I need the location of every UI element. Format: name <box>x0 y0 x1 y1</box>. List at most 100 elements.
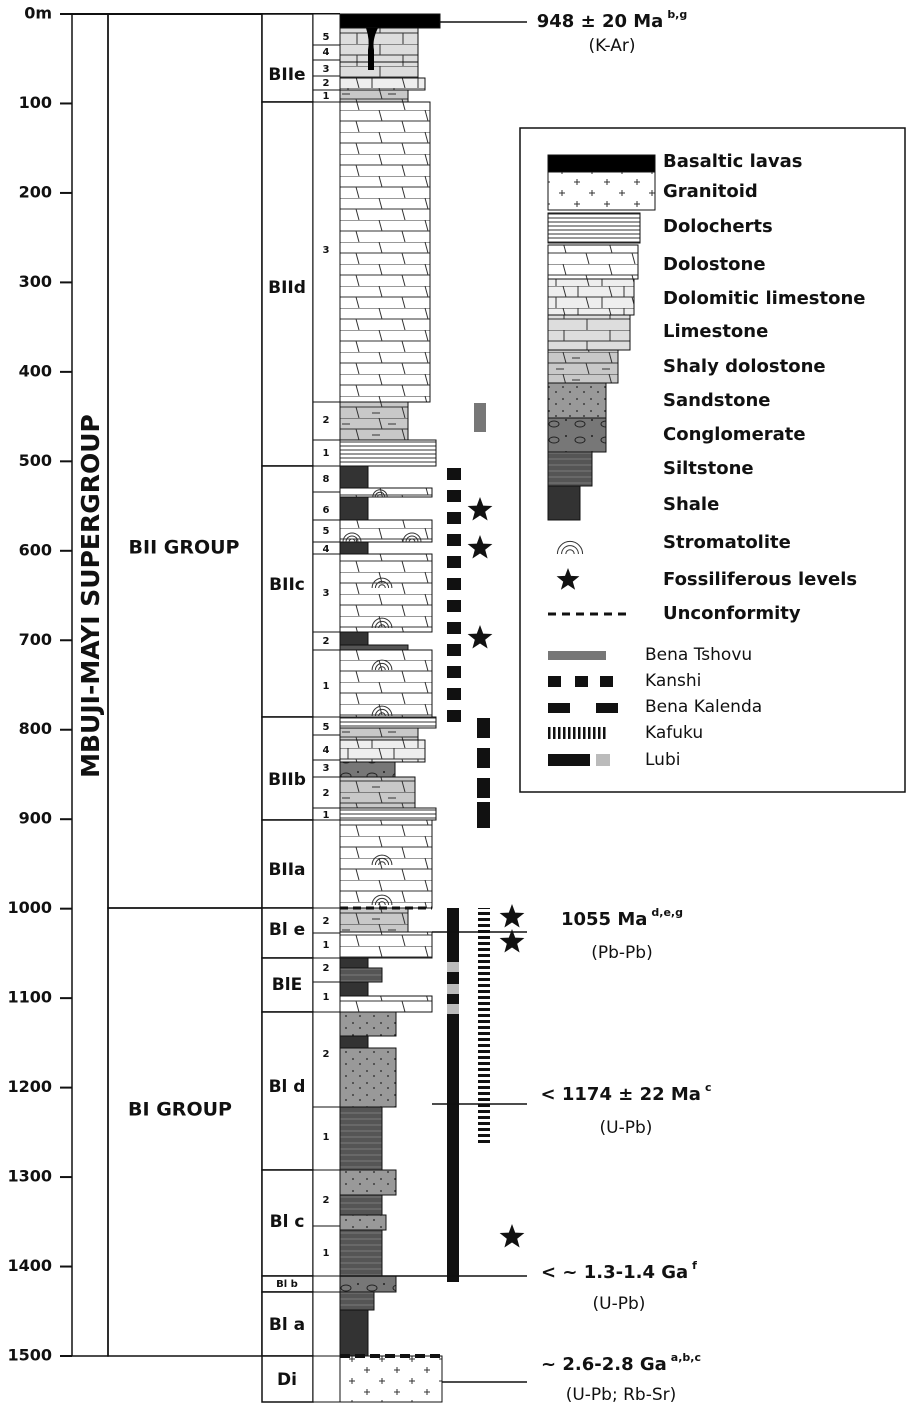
kanshi <box>447 512 461 524</box>
legend-label: Unconformity <box>663 603 801 624</box>
bena-kalenda <box>477 748 490 768</box>
lithology-layer <box>339 807 437 821</box>
legend-label: Granitoid <box>663 181 758 202</box>
bed-number: 5 <box>323 526 330 537</box>
subgroup-label: Bl d <box>269 1077 306 1097</box>
lithology-layer <box>339 465 369 489</box>
kanshi <box>447 622 461 634</box>
age-value: 1055 Ma <box>561 909 647 930</box>
bed-column <box>312 1355 341 1403</box>
lithology-layer <box>339 1355 443 1403</box>
bed-number: 5 <box>323 722 330 733</box>
lithology-layer <box>339 957 369 969</box>
legend-swatch <box>547 171 656 211</box>
depth-label: 800 <box>19 719 52 738</box>
kanshi <box>447 688 461 700</box>
subgroup-label: Bl e <box>269 920 305 940</box>
depth-label: 1100 <box>7 988 52 1007</box>
lubi-gap <box>447 984 459 994</box>
bed-number: 3 <box>323 588 330 599</box>
age-label: < 1174 ± 22 Ma c <box>541 1081 712 1105</box>
lubi-gap <box>447 962 459 972</box>
age-method: (U-Pb; Rb-Sr) <box>566 1385 677 1405</box>
legend-swatch <box>547 451 593 487</box>
lithology-layer <box>339 995 433 1013</box>
stromatolite <box>374 620 390 629</box>
bed-number: 1 <box>323 448 330 459</box>
kanshi <box>447 666 461 678</box>
bed-number: 1 <box>323 1132 330 1143</box>
lithology-layer <box>339 727 419 741</box>
legend-label: Stromatolite <box>663 532 791 553</box>
stromatolite <box>377 494 383 498</box>
bed-number: 1 <box>323 810 330 821</box>
bed-column <box>312 1291 341 1357</box>
legend-kanshi <box>575 676 588 687</box>
group-label: BII GROUP <box>129 537 240 559</box>
stromatolite <box>556 540 584 555</box>
legend-swatch <box>547 485 581 521</box>
legend-swatch <box>547 244 639 280</box>
bed-column <box>312 1275 341 1293</box>
depth-label: 1300 <box>7 1167 52 1186</box>
subgroup-box <box>261 1291 314 1357</box>
lithology-layer <box>339 1291 375 1311</box>
bed-number: 2 <box>323 415 330 426</box>
age-value: 948 ± 20 Ma <box>537 11 664 32</box>
legend-kafuku <box>593 727 596 739</box>
age-value: < 1174 ± 22 Ma <box>541 1084 701 1105</box>
subgroup-label: BIIe <box>268 65 305 85</box>
stromatolite <box>378 624 386 629</box>
diagram: 0m 100 200 300 400 500 600 700 800 900 1000 1100 120… <box>7 4 906 1405</box>
age-label: ~ 2.6-2.8 Ga a,b,c <box>541 1351 701 1375</box>
kanshi <box>447 578 461 590</box>
bena-kalenda <box>477 778 490 798</box>
kanshi <box>447 710 461 722</box>
bed-number: 3 <box>323 64 330 75</box>
stromatolite <box>371 705 393 717</box>
legend-label: Dolocherts <box>663 216 773 237</box>
bed-number: 1 <box>323 940 330 951</box>
group-box <box>107 13 263 909</box>
stromatolite <box>372 489 388 498</box>
age-refs: a,b,c <box>671 1351 701 1364</box>
legend-bena-kalenda <box>596 703 618 713</box>
lubi <box>447 908 459 1282</box>
stromatolite <box>374 491 386 498</box>
subgroup-label: Bl c <box>270 1212 305 1232</box>
age-label: 948 ± 20 Ma b,g <box>537 8 688 32</box>
lithology-layer <box>339 776 416 809</box>
kanshi <box>447 600 461 612</box>
bed-number: 2 <box>323 636 330 647</box>
bed-column <box>312 1011 341 1171</box>
depth-label: 700 <box>19 630 52 649</box>
legend-label: Kafuku <box>645 723 703 743</box>
bed-number: 1 <box>323 91 330 102</box>
kanshi <box>447 556 461 568</box>
stromatolite <box>378 901 386 906</box>
bed-number: 4 <box>323 47 330 58</box>
star <box>499 904 525 928</box>
legend-label: Conglomerate <box>663 424 806 445</box>
depth-label: 1400 <box>7 1256 52 1275</box>
bena-kalenda <box>477 808 490 828</box>
stromatolite <box>402 532 422 543</box>
legend-lubi <box>596 754 610 766</box>
subgroup-box <box>261 716 314 821</box>
legend-label: Bena Tshovu <box>645 645 752 665</box>
stromatolite <box>565 549 575 555</box>
stromatolite <box>348 538 356 543</box>
legend-swatch <box>547 349 619 384</box>
lithology-layer <box>339 761 396 778</box>
bed-number: 5 <box>323 32 330 43</box>
group-label: BI GROUP <box>128 1099 232 1121</box>
star <box>499 929 525 953</box>
star <box>499 1224 525 1248</box>
bed-number: 4 <box>323 544 330 555</box>
lithology-layer <box>339 439 437 467</box>
legend-label: Fossiliferous levels <box>663 569 857 590</box>
bed-column <box>312 819 341 909</box>
legend-kanshi <box>600 676 613 687</box>
lithology-layer <box>339 1106 383 1171</box>
